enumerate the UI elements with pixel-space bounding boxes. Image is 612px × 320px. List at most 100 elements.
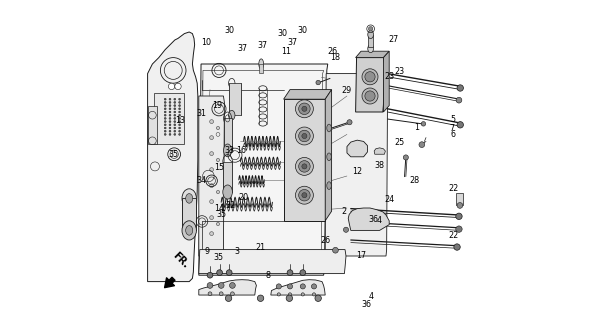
Circle shape [164, 117, 166, 119]
Ellipse shape [368, 44, 373, 52]
Circle shape [299, 189, 310, 201]
Circle shape [287, 270, 293, 276]
Circle shape [302, 106, 307, 111]
Circle shape [164, 130, 166, 132]
Text: 36: 36 [361, 300, 371, 309]
Circle shape [258, 295, 264, 301]
Circle shape [179, 117, 181, 119]
Circle shape [288, 284, 293, 289]
Circle shape [169, 101, 171, 103]
Ellipse shape [327, 153, 331, 161]
Text: 24: 24 [385, 195, 395, 204]
Text: 26: 26 [327, 47, 337, 56]
Text: 14: 14 [214, 204, 224, 213]
Ellipse shape [327, 182, 331, 189]
Circle shape [174, 133, 176, 135]
Circle shape [343, 227, 349, 232]
Circle shape [231, 292, 234, 296]
Circle shape [226, 270, 232, 276]
Circle shape [179, 108, 181, 110]
Text: FR.: FR. [171, 251, 190, 270]
Circle shape [296, 157, 313, 175]
Circle shape [302, 164, 307, 169]
Circle shape [179, 127, 181, 129]
Circle shape [332, 247, 338, 253]
Text: 20: 20 [239, 193, 248, 202]
Circle shape [210, 120, 214, 124]
Text: 6: 6 [450, 130, 455, 139]
Circle shape [403, 155, 408, 160]
Polygon shape [271, 280, 325, 295]
Circle shape [296, 100, 313, 118]
Circle shape [179, 121, 181, 123]
Circle shape [456, 213, 462, 220]
Circle shape [419, 142, 425, 148]
Circle shape [230, 283, 235, 288]
Text: 3: 3 [234, 247, 240, 256]
Text: 36: 36 [368, 215, 378, 224]
Text: 21: 21 [255, 243, 266, 252]
Text: 35: 35 [168, 150, 178, 159]
Polygon shape [347, 140, 367, 157]
Circle shape [210, 216, 214, 220]
Bar [457, 193, 463, 205]
Circle shape [175, 83, 181, 90]
Circle shape [217, 222, 220, 226]
Circle shape [179, 124, 181, 126]
Circle shape [315, 295, 321, 301]
Circle shape [217, 190, 220, 194]
Circle shape [210, 152, 214, 156]
Circle shape [174, 101, 176, 103]
Circle shape [207, 283, 213, 288]
Circle shape [456, 97, 462, 103]
Text: 13: 13 [176, 116, 185, 125]
Polygon shape [356, 58, 384, 112]
Circle shape [219, 292, 223, 296]
Text: 16: 16 [236, 146, 246, 155]
Circle shape [457, 85, 463, 91]
Circle shape [164, 101, 166, 103]
Circle shape [225, 295, 232, 301]
Circle shape [365, 91, 375, 101]
Circle shape [207, 272, 213, 278]
Circle shape [210, 184, 214, 188]
Polygon shape [384, 51, 389, 112]
Bar [147, 106, 157, 144]
Bar [228, 83, 241, 115]
Circle shape [368, 27, 373, 31]
Bar [224, 118, 232, 150]
Circle shape [421, 122, 426, 126]
Circle shape [312, 293, 316, 296]
Circle shape [210, 136, 214, 140]
Circle shape [365, 72, 375, 82]
Text: 4: 4 [369, 292, 374, 301]
Text: 17: 17 [356, 252, 366, 260]
Circle shape [164, 124, 166, 126]
Circle shape [174, 127, 176, 129]
Ellipse shape [259, 59, 264, 69]
Text: 29: 29 [341, 86, 351, 95]
Circle shape [169, 133, 171, 135]
Circle shape [174, 98, 176, 100]
Circle shape [174, 130, 176, 132]
Ellipse shape [182, 221, 196, 240]
Circle shape [164, 121, 166, 123]
Circle shape [456, 226, 462, 232]
Text: 11: 11 [281, 47, 291, 56]
Text: 37: 37 [258, 41, 268, 50]
Circle shape [210, 232, 214, 236]
Circle shape [301, 293, 304, 296]
Circle shape [168, 83, 175, 90]
Circle shape [300, 284, 305, 289]
Text: 4: 4 [377, 216, 382, 225]
Circle shape [164, 105, 166, 107]
Circle shape [164, 114, 166, 116]
Polygon shape [325, 74, 387, 256]
Circle shape [316, 80, 321, 85]
Circle shape [300, 270, 305, 276]
Polygon shape [374, 148, 386, 154]
Text: 33: 33 [225, 146, 235, 155]
Text: 19: 19 [212, 101, 222, 110]
Circle shape [174, 114, 176, 116]
Circle shape [179, 101, 181, 103]
